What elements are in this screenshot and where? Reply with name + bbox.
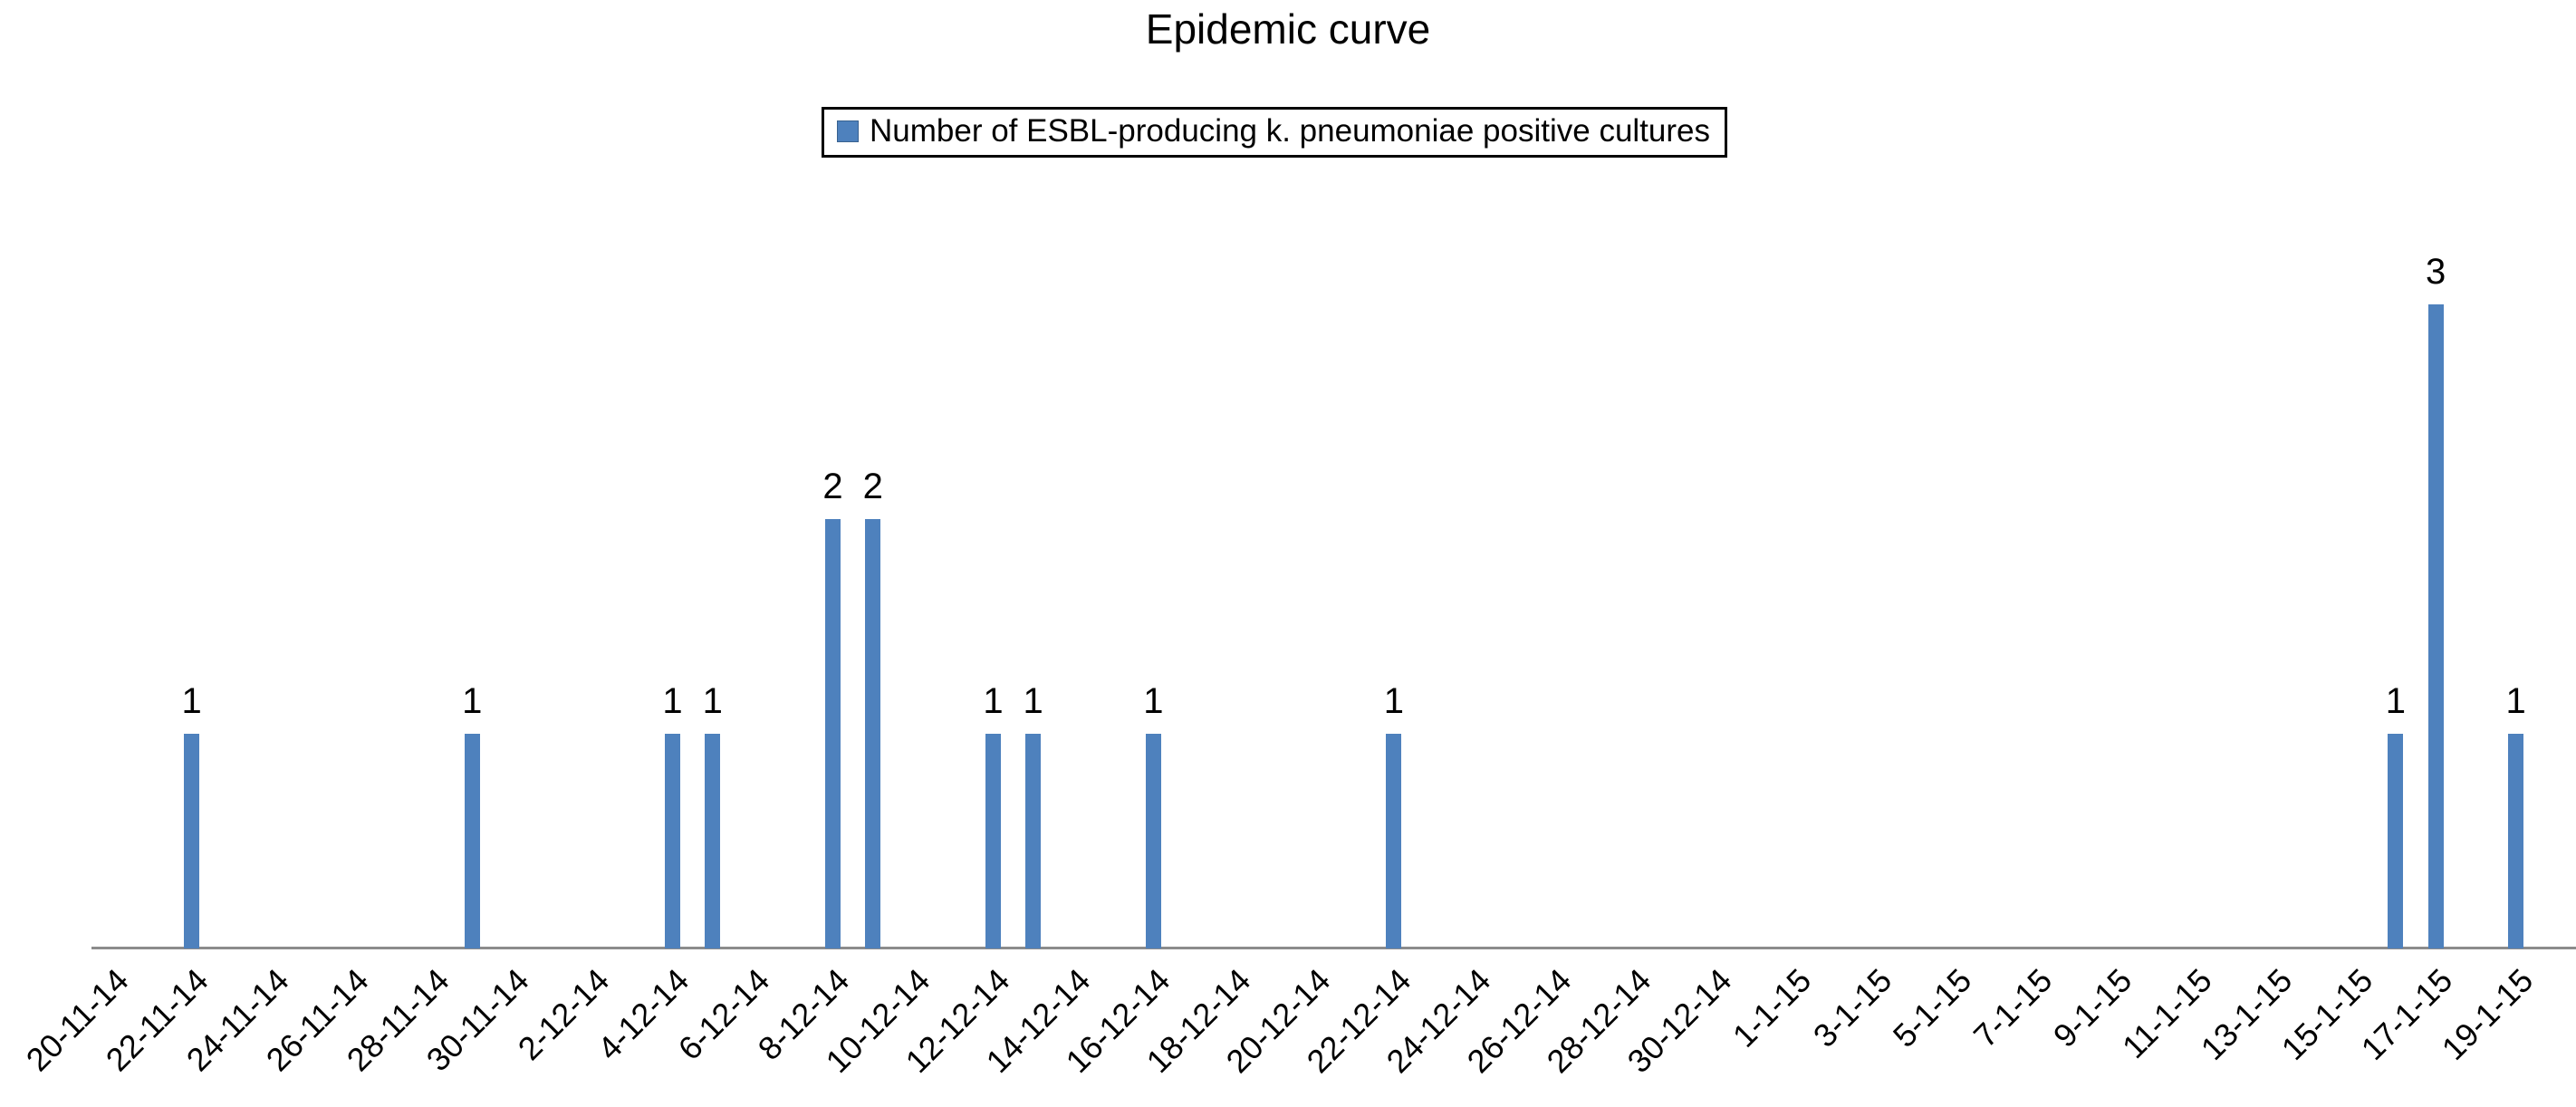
value-label: 1 — [1143, 681, 1164, 721]
bar — [1386, 734, 1402, 948]
bar — [985, 734, 1001, 948]
value-label: 2 — [822, 467, 843, 506]
bar — [2388, 734, 2404, 948]
legend-label: Number of ESBL-producing k. pneumoniae p… — [870, 113, 1710, 149]
bar — [665, 734, 680, 948]
value-label: 1 — [1383, 681, 1404, 721]
value-label: 2 — [862, 467, 883, 506]
bar — [464, 734, 480, 948]
bar — [865, 519, 881, 948]
bar — [184, 734, 200, 948]
value-label: 1 — [2505, 681, 2526, 721]
legend-swatch-icon — [837, 120, 859, 142]
chart-title: Epidemic curve — [1145, 5, 1431, 53]
x-axis-line — [91, 947, 2576, 949]
bar — [1025, 734, 1042, 948]
legend: Number of ESBL-producing k. pneumoniae p… — [822, 107, 1727, 158]
value-label: 1 — [983, 681, 1004, 721]
bar — [1145, 734, 1161, 948]
bar — [705, 734, 721, 948]
value-label: 1 — [1023, 681, 1043, 721]
bar — [2427, 304, 2444, 948]
bar — [824, 519, 841, 948]
value-label: 3 — [2426, 252, 2446, 292]
x-tick-label: 3-1-15 — [1805, 961, 1899, 1054]
x-tick-label: 7-1-15 — [1966, 961, 2060, 1054]
value-label: 1 — [2385, 681, 2407, 721]
value-label: 1 — [662, 681, 683, 721]
value-label: 1 — [462, 681, 483, 721]
x-tick-label: 13-1-15 — [2193, 961, 2300, 1068]
bar — [2508, 734, 2524, 948]
value-label: 1 — [702, 681, 723, 721]
value-label: 1 — [181, 681, 202, 721]
x-tick-label: 1-1-15 — [1725, 961, 1819, 1054]
x-tick-label: 5-1-15 — [1885, 961, 1979, 1054]
